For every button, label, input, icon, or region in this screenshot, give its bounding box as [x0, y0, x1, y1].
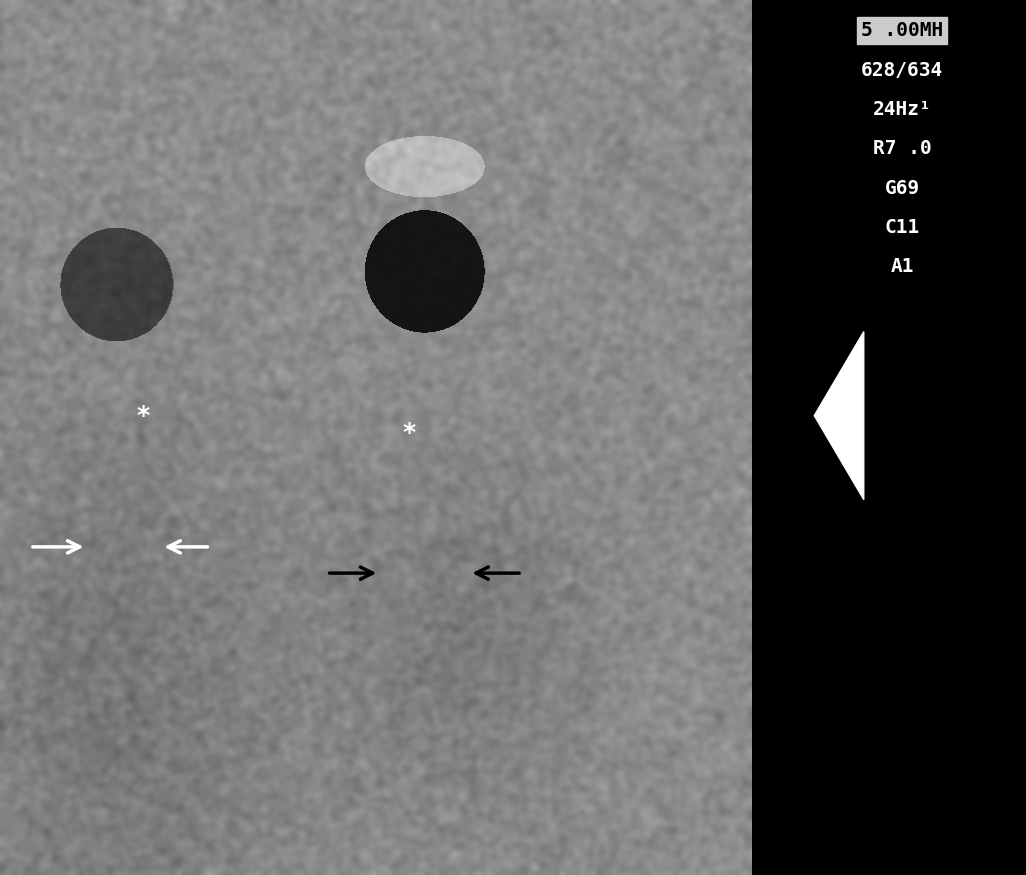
Text: 5 .00MH: 5 .00MH	[861, 21, 943, 40]
Text: R7 .0: R7 .0	[873, 139, 932, 158]
Text: A1: A1	[891, 257, 914, 276]
Text: *: *	[403, 421, 416, 445]
Text: 24Hz¹: 24Hz¹	[873, 100, 932, 119]
Text: C11: C11	[884, 218, 920, 237]
Polygon shape	[815, 332, 864, 500]
Text: G69: G69	[884, 178, 920, 198]
Text: *: *	[136, 403, 149, 428]
Text: 628/634: 628/634	[861, 60, 943, 80]
